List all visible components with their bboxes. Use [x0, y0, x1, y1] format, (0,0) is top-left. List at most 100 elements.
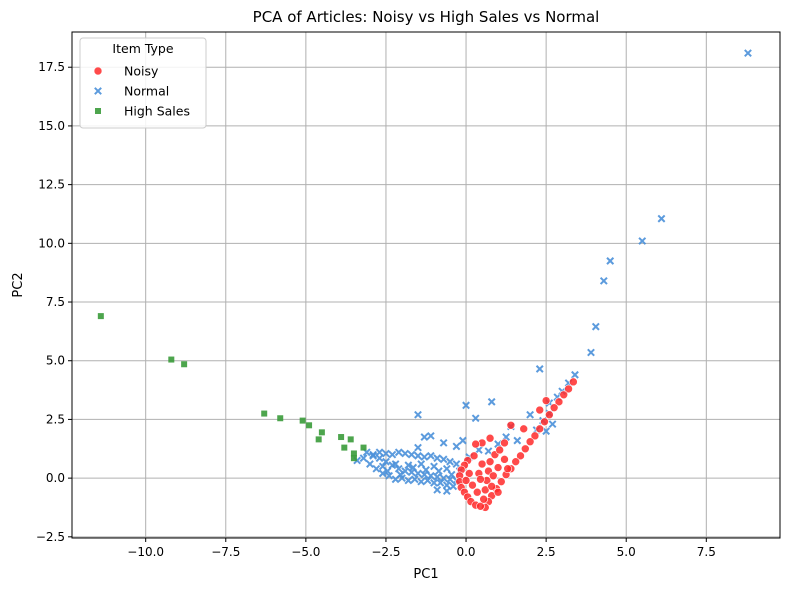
point-normal [449, 482, 458, 491]
point-normal [434, 467, 443, 475]
legend-marker-high-sales [95, 108, 101, 114]
point-high-sales [360, 444, 367, 451]
point-noisy [554, 397, 564, 407]
point-normal [452, 460, 461, 468]
point-normal [394, 464, 403, 473]
point-noisy [495, 445, 504, 455]
point-normal [458, 436, 467, 445]
point-normal [526, 410, 535, 419]
point-normal [439, 455, 448, 464]
point-normal [426, 471, 435, 480]
point-high-sales [299, 417, 306, 424]
point-normal [744, 49, 752, 58]
legend-box [79, 37, 207, 129]
point-normal [484, 447, 493, 456]
point-noisy [525, 437, 535, 447]
point-normal [442, 464, 451, 473]
point-normal [382, 457, 390, 466]
x-axis-ticks: −10.0 −7.5 −5.0 −2.5 0.0 2.5 5.0 7.5 [127, 538, 716, 559]
y-axis-label: PC2 [11, 272, 26, 297]
legend: Item Type Noisy Normal High Sales [79, 37, 207, 129]
y-tick-label: 17.5 [38, 60, 65, 74]
point-noisy [559, 390, 569, 400]
point-normal [414, 443, 422, 452]
point-normal [433, 485, 442, 494]
point-normal [420, 433, 429, 441]
point-normal [433, 454, 442, 463]
x-tick-label: −10.0 [127, 545, 164, 559]
point-noisy [521, 444, 530, 454]
point-normal [414, 469, 422, 478]
y-tick-label: 12.5 [38, 178, 65, 192]
point-noisy [535, 405, 545, 415]
point-noisy [493, 487, 503, 497]
point-high-sales [347, 436, 354, 443]
point-noisy [471, 439, 480, 449]
point-noisy [464, 469, 474, 478]
point-high-sales [350, 450, 357, 457]
point-noisy [511, 457, 521, 466]
point-normal [414, 410, 422, 419]
point-noisy [500, 455, 509, 464]
point-normal [409, 463, 418, 472]
point-normal [422, 465, 430, 474]
y-tick-label: 2.5 [46, 412, 65, 426]
point-normal [433, 473, 442, 481]
point-normal [366, 460, 374, 468]
point-normal [359, 454, 368, 463]
point-noisy [485, 433, 495, 443]
point-noisy [476, 474, 485, 484]
point-noisy [472, 487, 482, 497]
point-high-sales [168, 356, 175, 363]
point-normal [430, 478, 438, 487]
point-noisy [535, 424, 545, 434]
point-normal [414, 451, 422, 460]
point-normal [378, 469, 387, 478]
legend-marker-normal [94, 87, 102, 95]
point-noisy [476, 502, 485, 511]
x-tick-label: −7.5 [211, 545, 240, 559]
point-noisy [468, 480, 477, 490]
point-high-sales [318, 429, 325, 436]
x-axis-label: PC1 [413, 567, 438, 582]
x-tick-label: −5.0 [291, 545, 320, 559]
point-noisy [519, 424, 529, 434]
point-normal [417, 460, 426, 468]
point-normal [638, 237, 647, 245]
point-normal [657, 214, 666, 223]
point-normal [436, 478, 445, 487]
chart-title: PCA of Articles: Noisy vs High Sales vs … [253, 8, 600, 26]
point-normal [442, 481, 451, 490]
point-high-sales [338, 434, 345, 441]
point-normal [426, 451, 435, 460]
legend-label-normal: Normal [124, 84, 169, 99]
point-normal [383, 467, 392, 475]
point-noisy [493, 463, 503, 472]
point-high-sales [315, 436, 322, 443]
legend-marker-noisy [93, 66, 103, 76]
point-normal [396, 470, 405, 479]
point-normal [487, 397, 496, 406]
point-noisy [540, 417, 549, 427]
point-normal [391, 460, 400, 468]
point-noisy [545, 410, 554, 420]
point-normal [407, 450, 416, 459]
point-normal [446, 457, 454, 466]
point-normal [372, 464, 381, 473]
data-points [97, 49, 752, 512]
point-normal [548, 420, 557, 429]
point-normal [420, 453, 429, 461]
point-noisy [469, 451, 479, 461]
point-noisy [488, 471, 498, 481]
legend-label-high-sales: High Sales [124, 104, 190, 119]
x-tick-label: 2.5 [537, 545, 556, 559]
x-tick-label: −2.5 [371, 545, 400, 559]
point-noisy [541, 396, 551, 405]
point-normal [382, 449, 390, 458]
point-normal [513, 436, 522, 445]
point-normal [447, 470, 456, 479]
point-normal [410, 475, 419, 484]
point-normal [423, 476, 432, 485]
point-noisy [477, 459, 487, 469]
point-normal [439, 438, 448, 447]
